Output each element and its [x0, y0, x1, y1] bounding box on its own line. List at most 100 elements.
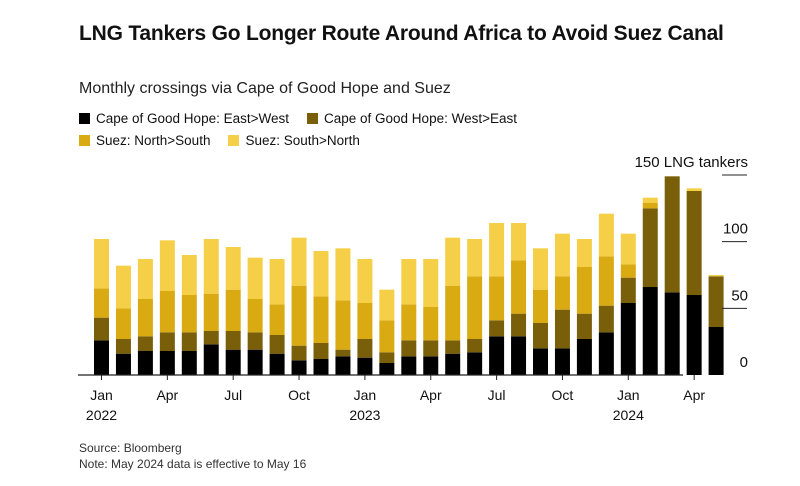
bar-segment	[357, 259, 373, 303]
legend-swatch-suez-north-south	[79, 134, 90, 146]
legend-row: Cape of Good Hope: East>West Cape of Goo…	[79, 107, 719, 129]
footer: Source: Bloomberg Note: May 2024 data is…	[79, 440, 306, 472]
bar-segment	[533, 248, 548, 290]
bar-segment	[225, 349, 241, 375]
legend-label: Suez: North>South	[96, 132, 211, 148]
bar-segment	[423, 356, 439, 375]
bar-segment	[598, 256, 614, 306]
bar-segment	[203, 344, 219, 375]
bar-segment	[335, 248, 351, 301]
bar-segment	[445, 285, 461, 341]
legend: Cape of Good Hope: East>West Cape of Goo…	[79, 107, 719, 151]
bar-segment	[94, 288, 109, 318]
bar-segment	[445, 353, 461, 375]
bar-segment	[554, 276, 570, 310]
bar-segment	[94, 239, 109, 289]
bar-segment	[708, 276, 724, 327]
bar-segment	[247, 332, 263, 350]
bar-segment	[137, 336, 153, 351]
bar-segment	[159, 351, 175, 375]
x-tick-label-month: Jan	[90, 387, 113, 403]
x-tick-label-month: Apr	[420, 387, 442, 403]
bar-segment	[357, 357, 373, 375]
legend-item-cape-west-east: Cape of Good Hope: West>East	[307, 111, 517, 126]
bar-segment	[511, 313, 527, 337]
bar-segment	[401, 356, 417, 375]
bar-segment	[313, 343, 329, 359]
bar-segment	[423, 307, 439, 341]
bar-segment	[576, 239, 592, 267]
bar-segment	[554, 309, 570, 349]
bar-segment	[269, 353, 285, 375]
bar-segment	[511, 223, 527, 261]
bar-segment	[576, 313, 592, 339]
bar-segment	[181, 351, 197, 375]
bar-segment	[115, 308, 131, 339]
legend-label: Suez: South>North	[245, 132, 360, 148]
bar-segment	[708, 327, 724, 375]
bar-segment	[137, 299, 153, 337]
legend-row: Suez: North>South Suez: South>North	[79, 129, 719, 151]
bar-segment	[533, 289, 548, 323]
bar-segment	[511, 260, 527, 314]
bar-segment	[94, 317, 109, 341]
bar-segment	[489, 320, 505, 337]
bar-segment	[642, 203, 658, 209]
bar-segment	[159, 291, 175, 333]
bar-segment	[467, 352, 483, 375]
y-axis: 0 50 100 150 LNG tankers	[635, 154, 748, 371]
chart-subtitle: Monthly crossings via Cape of Good Hope …	[79, 80, 451, 97]
bar-segment	[511, 336, 527, 375]
legend-label: Cape of Good Hope: East>West	[96, 110, 289, 126]
bar-segment	[137, 351, 153, 375]
bar-segment	[642, 287, 658, 375]
legend-item-cape-east-west: Cape of Good Hope: East>West	[79, 111, 289, 126]
bar-segment	[533, 323, 548, 349]
bar-segment	[269, 259, 285, 305]
bar-segment	[225, 247, 241, 290]
bar-segment	[554, 348, 570, 375]
x-tick-label-month: Oct	[288, 387, 310, 403]
bar-segment	[708, 275, 724, 277]
bar-segment	[291, 285, 307, 346]
legend-label: Cape of Good Hope: West>East	[324, 110, 517, 126]
bar-segment	[203, 239, 219, 294]
legend-swatch-cape-east-west	[79, 112, 90, 124]
bar-segment	[423, 259, 439, 307]
bar-segment	[291, 360, 307, 375]
bar-segment	[554, 233, 570, 277]
bar-segment	[445, 237, 461, 286]
source-text: Source: Bloomberg	[79, 441, 182, 455]
bar-segment	[489, 223, 505, 277]
bar-segment	[423, 340, 439, 357]
bar-segment	[115, 265, 131, 309]
bar-segment	[115, 353, 131, 375]
note-text: Note: May 2024 data is effective to May …	[79, 457, 307, 471]
bar-segment	[181, 295, 197, 333]
y-tick-label: 100	[723, 221, 748, 238]
bar-segment	[620, 233, 636, 265]
bar-segment	[664, 176, 680, 293]
x-axis: Jan 2022 Apr Jul Oct Jan 2023 Apr Jul Oct Jan 2024 A…	[78, 374, 705, 423]
bar-segment	[642, 208, 658, 287]
bar-segment	[269, 304, 285, 335]
bar-segment	[401, 340, 417, 357]
legend-item-suez-north-south: Suez: North>South	[79, 133, 210, 148]
bar-segment	[159, 332, 175, 351]
bar-segment	[181, 255, 197, 295]
y-tick-label: 150 LNG tankers	[635, 154, 748, 171]
bar-segment	[269, 335, 285, 354]
bar-segment	[225, 331, 241, 350]
bar-segment	[137, 259, 153, 299]
bar-segment	[467, 239, 483, 277]
bar-segment	[598, 213, 614, 257]
x-tick-label-month: Apr	[683, 387, 705, 403]
bar-segment	[598, 305, 614, 333]
bar-segment	[181, 332, 197, 351]
x-tick-label-year: 2022	[86, 407, 117, 423]
bar-segment	[620, 303, 636, 375]
bar-segment	[379, 320, 395, 353]
bar-segment	[335, 356, 351, 375]
y-tick-label: 0	[740, 354, 748, 371]
